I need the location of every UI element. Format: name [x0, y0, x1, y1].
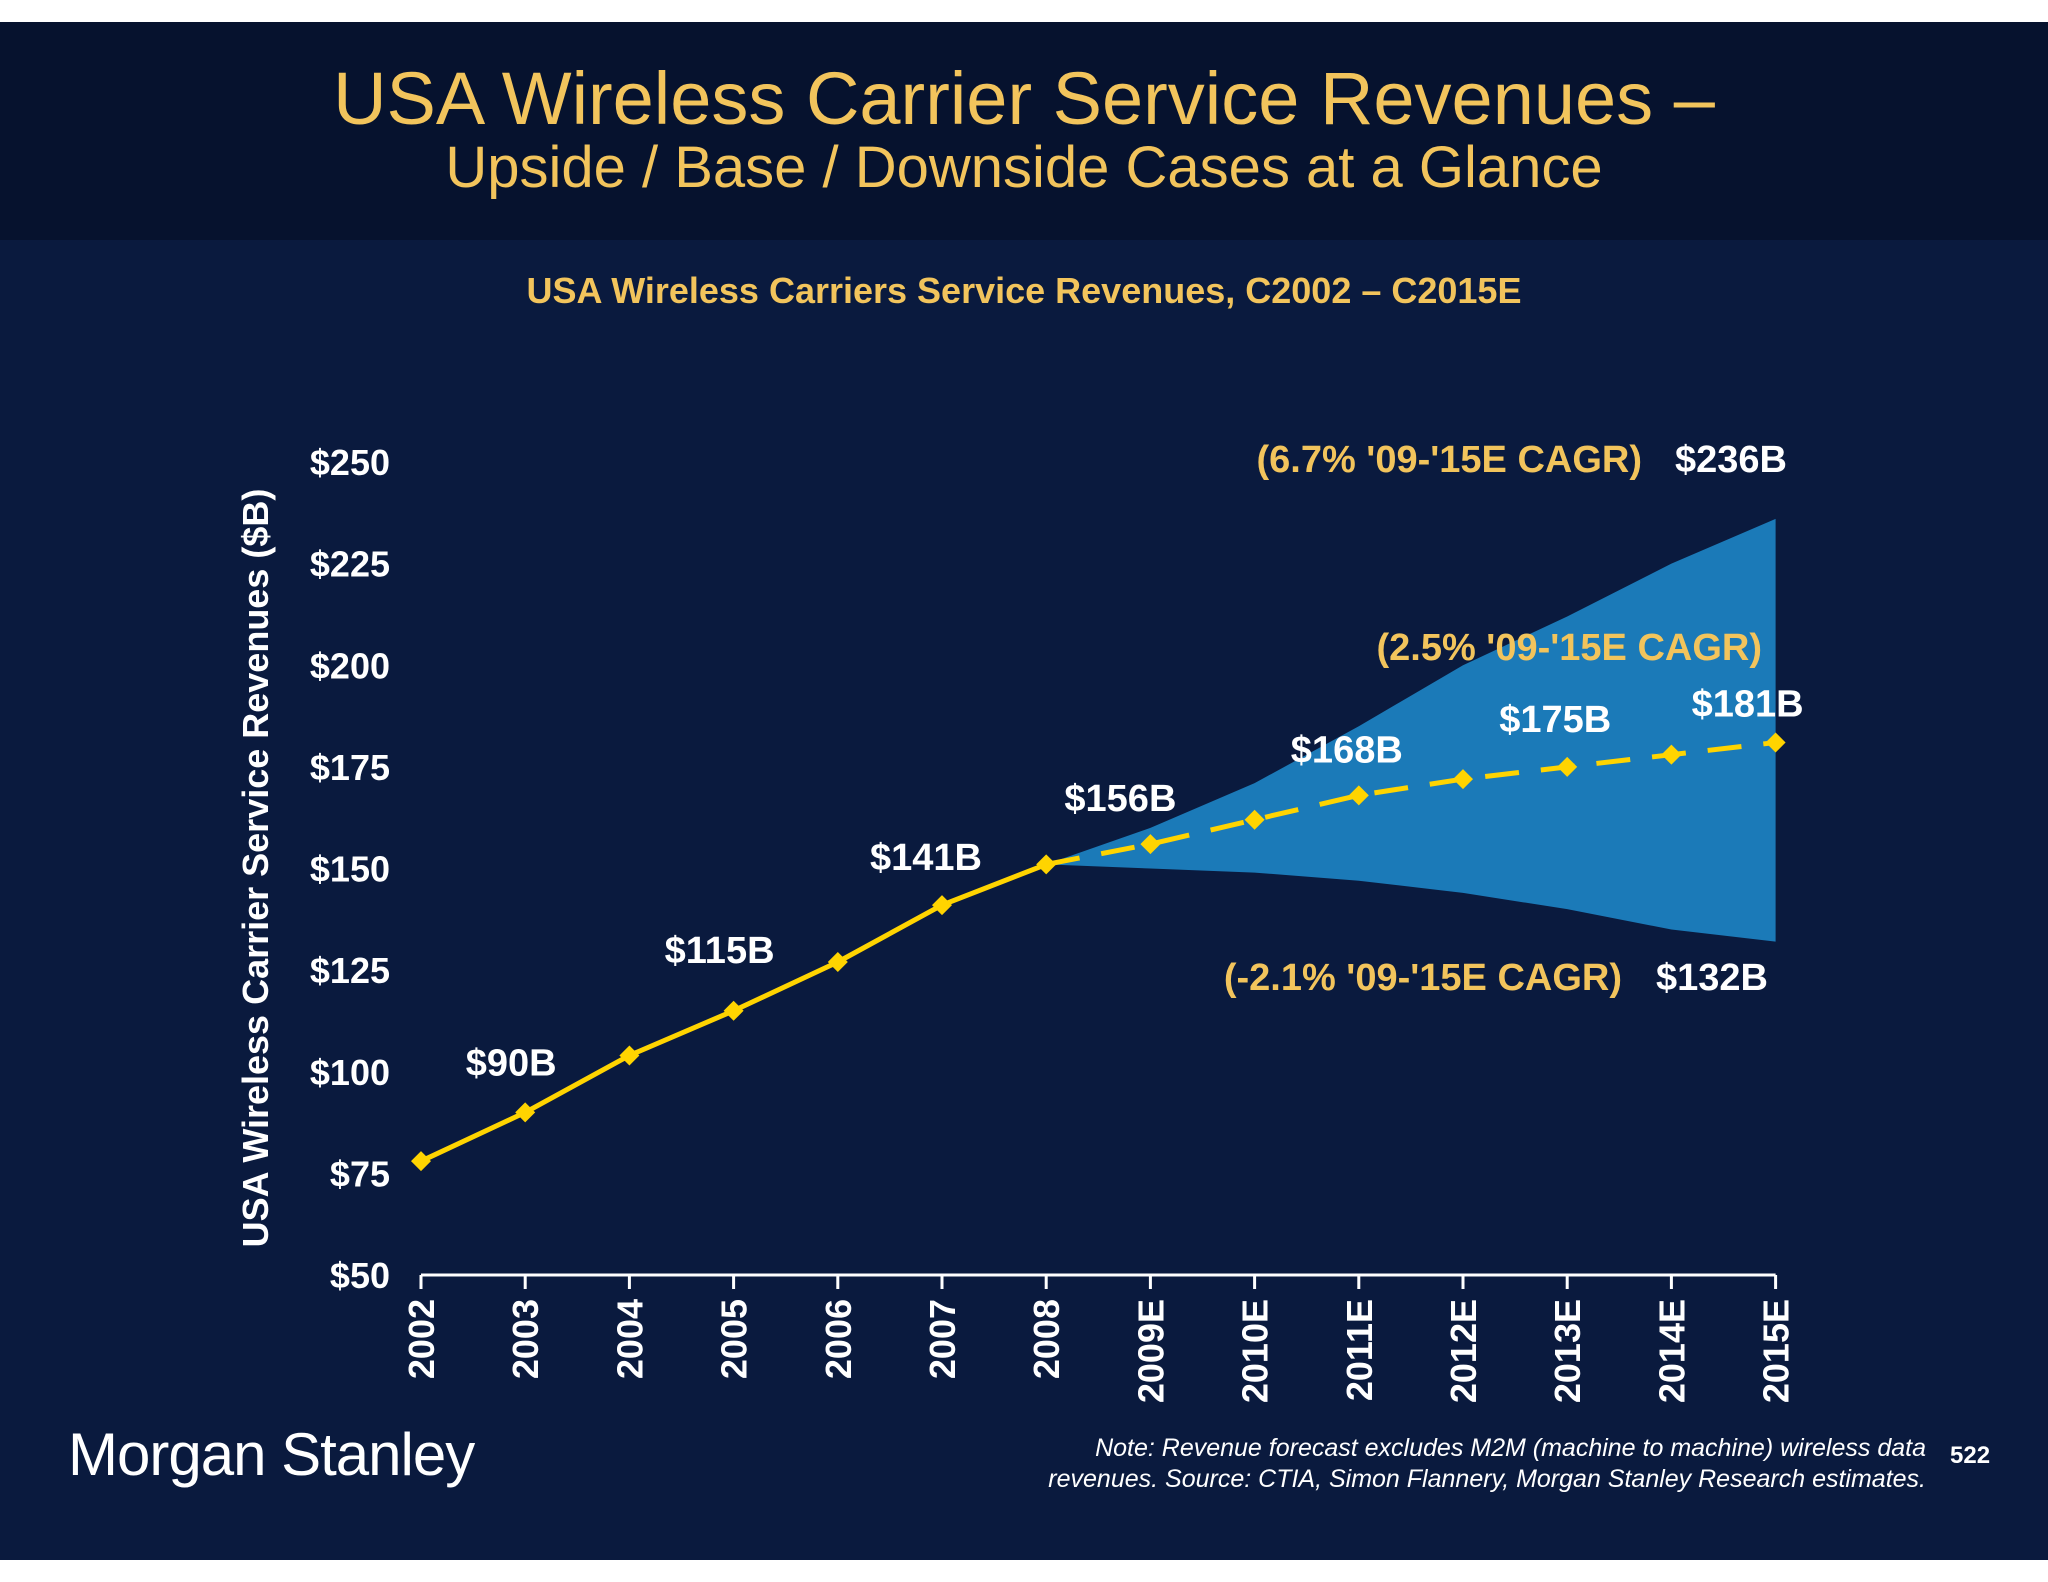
x-tick-label: 2010E: [1235, 1299, 1276, 1403]
x-tick-label: 2003: [505, 1299, 546, 1379]
endpoint-annotation: $132B: [1656, 957, 1768, 999]
forecast-point: [1661, 744, 1682, 765]
actual-point: [619, 1045, 640, 1066]
x-tick-label: 2008: [1026, 1299, 1067, 1379]
cagr-annotation: (6.7% '09-'15E CAGR): [1256, 439, 1642, 481]
slide-header: USA Wireless Carrier Service Revenues – …: [0, 22, 2048, 240]
endpoint-annotation: $236B: [1675, 439, 1787, 481]
data-label: $175B: [1499, 699, 1611, 741]
morgan-stanley-logo: Morgan Stanley: [68, 1421, 475, 1488]
slide-subtitle: Upside / Base / Downside Cases at a Glan…: [445, 135, 1603, 200]
y-tick-label: $150: [310, 849, 390, 890]
x-tick-label: 2006: [818, 1299, 859, 1379]
x-tick-label: 2013E: [1547, 1299, 1588, 1403]
actual-point: [515, 1102, 536, 1123]
forecast-point: [1765, 732, 1786, 753]
x-tick-label: 2012E: [1443, 1299, 1484, 1403]
source-note-line-1: Note: Revenue forecast excludes M2M (mac…: [1095, 1434, 1926, 1462]
forecast-point: [1244, 809, 1265, 830]
source-note-line-2: revenues. Source: CTIA, Simon Flannery, …: [1048, 1465, 1926, 1493]
slide-title: USA Wireless Carrier Service Revenues –: [333, 57, 1715, 140]
x-tick-label: 2007: [922, 1299, 963, 1379]
y-tick-label: $225: [310, 544, 390, 585]
chart-title: USA Wireless Carriers Service Revenues, …: [526, 270, 1522, 311]
data-label: $115B: [665, 930, 775, 972]
cagr-annotation: (2.5% '09-'15E CAGR): [1376, 627, 1762, 669]
cagr-annotation: (-2.1% '09-'15E CAGR): [1224, 957, 1622, 999]
forecast-point: [1348, 785, 1369, 806]
x-tick-label: 2004: [609, 1299, 650, 1379]
x-tick-label: 2002: [401, 1299, 442, 1379]
actual-point: [411, 1151, 431, 1172]
source-note: Note: Revenue forecast excludes M2M (mac…: [926, 1433, 1926, 1495]
data-label: $156B: [1064, 778, 1176, 820]
actual-point: [723, 1000, 744, 1021]
forecast-line: [1045, 740, 1776, 867]
x-tick-label: 2015E: [1756, 1299, 1797, 1403]
scenario-band: [1046, 518, 1776, 942]
x-tick-label: 2011E: [1339, 1299, 1380, 1401]
y-tick-label: $100: [310, 1052, 390, 1093]
actual-point: [932, 895, 952, 916]
y-tick-label: $200: [310, 645, 390, 686]
forecast-point: [1140, 834, 1161, 855]
x-tick-label: 2005: [714, 1299, 755, 1379]
data-label: $90B: [466, 1042, 557, 1084]
forecast-point: [1557, 756, 1578, 777]
data-label: $141B: [870, 837, 982, 879]
y-tick-label: $50: [330, 1255, 390, 1296]
page-number: 522: [1950, 1442, 1991, 1469]
forecast-point: [1453, 769, 1473, 790]
y-tick-label: $125: [310, 950, 390, 991]
data-label: $181B: [1692, 683, 1804, 725]
actual-point: [827, 951, 848, 972]
x-tick-label: 2009E: [1130, 1299, 1171, 1403]
y-tick-label: $250: [310, 442, 390, 483]
x-tick-label: 2014E: [1651, 1299, 1692, 1403]
data-label: $168B: [1291, 729, 1403, 771]
y-axis-title: USA Wireless Carrier Service Revenues ($…: [235, 489, 276, 1248]
y-tick-label: $175: [310, 747, 390, 788]
y-tick-label: $75: [330, 1153, 390, 1194]
